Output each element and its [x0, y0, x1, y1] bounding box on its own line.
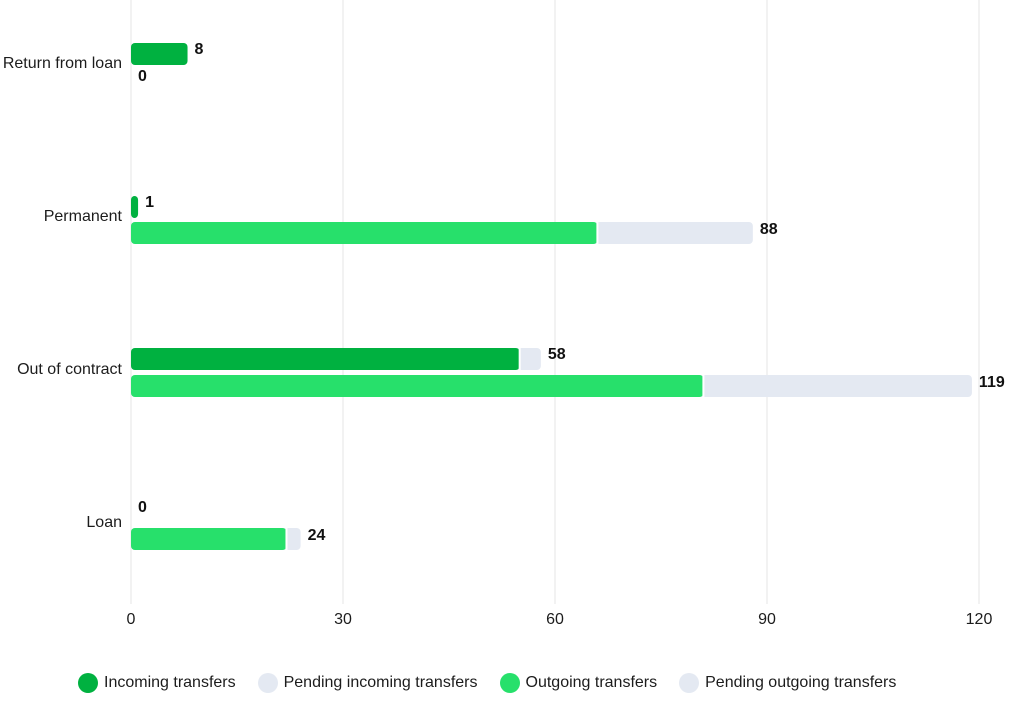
- outgoing-total-label: 0: [138, 68, 147, 85]
- transfers-bar-chart: 8 0 1 88 58 119 0 24 Return from loan Permanent O…: [3, 0, 1005, 628]
- incoming-completed-bar: [131, 43, 188, 65]
- outgoing-total-label: 24: [308, 527, 326, 544]
- incoming-total-label: 58: [548, 346, 566, 363]
- legend-label: Pending incoming transfers: [283, 674, 478, 691]
- incoming-completed-bar: [131, 348, 520, 370]
- legend-label: Outgoing transfers: [525, 674, 658, 691]
- x-tick-label: 120: [966, 611, 993, 628]
- outgoing-completed-bar: [131, 222, 598, 244]
- x-tick-label: 90: [758, 611, 776, 628]
- chart-gridlines: [130, 0, 980, 604]
- outgoing-completed-bar: [131, 528, 287, 550]
- outgoing-total-label: 119: [979, 374, 1005, 391]
- chart-legend: Incoming transfers Pending incoming trans…: [78, 672, 918, 694]
- x-tick-label: 30: [334, 611, 352, 628]
- legend-item: Outgoing transfers: [499, 673, 658, 693]
- legend-swatch-icon: [499, 673, 520, 693]
- incoming-total-label: 0: [138, 499, 147, 516]
- chart-bars: 8 0 1 88 58 119 0 24: [131, 41, 1005, 550]
- legend-item: Pending outgoing transfers: [679, 673, 896, 693]
- legend-label: Incoming transfers: [104, 674, 236, 691]
- category-label: Permanent: [44, 208, 123, 225]
- incoming-total-label: 1: [145, 194, 154, 211]
- category-label: Out of contract: [17, 361, 122, 378]
- category-label: Loan: [86, 514, 122, 531]
- x-tick-label: 0: [127, 611, 136, 628]
- legend-label: Pending outgoing transfers: [705, 674, 897, 691]
- category-labels: Return from loan Permanent Out of contract…: [3, 55, 123, 531]
- x-tick-label: 60: [546, 611, 564, 628]
- outgoing-total-label: 88: [760, 221, 778, 238]
- legend-swatch-icon: [679, 673, 700, 693]
- outgoing-completed-bar: [131, 375, 704, 397]
- category-label: Return from loan: [3, 55, 122, 72]
- incoming-completed-bar: [131, 196, 139, 218]
- legend-item: Incoming transfers: [78, 673, 236, 693]
- incoming-total-label: 8: [195, 41, 204, 58]
- legend-item: Pending incoming transfers: [257, 673, 478, 693]
- x-axis-tick-labels: 0 30 60 90 120: [127, 611, 993, 628]
- legend-swatch-icon: [78, 673, 98, 693]
- legend-swatch-icon: [257, 673, 278, 693]
